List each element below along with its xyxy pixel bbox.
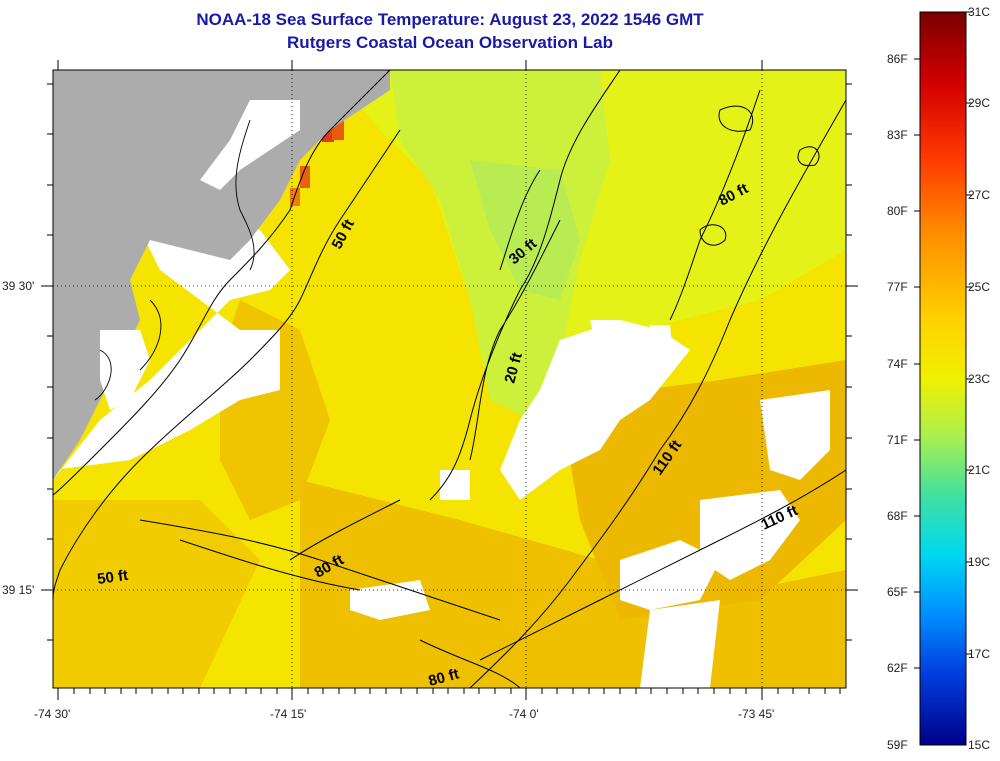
lon-label: -73 45' <box>738 707 774 721</box>
colorbar-c-label: 21C <box>968 463 990 477</box>
map-subtitle: Rutgers Coastal Ocean Observation Lab <box>287 33 613 52</box>
coastline-bays <box>94 119 255 401</box>
colorbar-f-label: 68F <box>887 509 908 523</box>
cloud-mask <box>440 470 470 500</box>
map-frame <box>52 69 847 689</box>
contour-80ft <box>139 499 521 688</box>
colorbar-c-label: 15C <box>968 738 990 752</box>
colorbar-f-label: 83F <box>887 128 908 142</box>
contour-110ft <box>469 99 846 688</box>
colorbar-f-label: 65F <box>887 585 908 599</box>
lon-label: -74 30' <box>34 707 70 721</box>
cloud-mask <box>640 600 720 688</box>
axis-ticks <box>41 60 858 700</box>
hot-pixel <box>290 188 300 206</box>
lat-label: 39 30' <box>2 279 34 293</box>
colorbar-c-label: 25C <box>968 280 990 294</box>
sst-field-green-patch <box>470 160 580 300</box>
colorbar-f-label: 77F <box>887 280 908 294</box>
contour-50ft <box>53 129 401 601</box>
cloud-mask <box>500 320 690 500</box>
contour-110ft-south <box>479 469 846 661</box>
colorbar-c-label: 29C <box>968 96 990 110</box>
map-title: NOAA-18 Sea Surface Temperature: August … <box>196 10 704 29</box>
colorbar-f-label: 86F <box>887 52 908 66</box>
cloud-mask <box>700 490 800 580</box>
contour-30ft <box>429 70 621 501</box>
cloud-mask <box>180 330 240 390</box>
colorbar-c-label: 27C <box>968 188 990 202</box>
colorbar-f-label: 62F <box>887 661 908 675</box>
contour-80ft-north <box>669 89 761 321</box>
colorbar-c-label: 31C <box>968 5 990 19</box>
cloud-mask <box>590 320 640 360</box>
coastline <box>53 70 391 496</box>
cloud-mask <box>620 540 720 610</box>
sst-field-warm-west <box>53 500 260 688</box>
colorbar-f-label: 71F <box>887 433 908 447</box>
cloud-mask <box>200 100 300 190</box>
colorbar-c-label: 17C <box>968 647 990 661</box>
colorbar-f-label: 80F <box>887 204 908 218</box>
lat-label: 39 15' <box>2 583 34 597</box>
colorbar-gradient <box>919 11 967 746</box>
cloud-mask <box>760 390 830 480</box>
hot-pixel <box>300 166 310 188</box>
cloud-mask <box>650 325 672 345</box>
colorbar-c-label: 23C <box>968 372 990 386</box>
cloud-mask <box>100 330 150 410</box>
lon-label: -74 15' <box>270 707 306 721</box>
contour-shoals <box>699 105 820 246</box>
cloud-mask-coastal <box>53 200 290 480</box>
lon-label: -74 0' <box>509 707 539 721</box>
colorbar-ticks <box>914 11 972 669</box>
graticule <box>53 70 846 688</box>
colorbar-c-label: 19C <box>968 555 990 569</box>
land-new-jersey <box>53 70 390 480</box>
colorbar-f-label: 59F <box>887 738 908 752</box>
colorbar-f-label: 74F <box>887 357 908 371</box>
contour-label: 50 ft <box>96 567 129 588</box>
